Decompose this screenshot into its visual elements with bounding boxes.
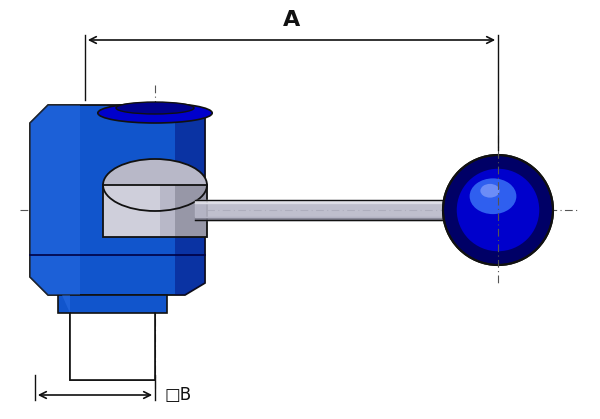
- Ellipse shape: [481, 184, 500, 198]
- Ellipse shape: [116, 102, 194, 114]
- Polygon shape: [175, 105, 205, 295]
- Polygon shape: [58, 295, 70, 313]
- Polygon shape: [58, 295, 167, 380]
- Text: A: A: [283, 10, 300, 30]
- Circle shape: [443, 155, 553, 265]
- Polygon shape: [30, 105, 80, 295]
- Text: □B: □B: [165, 386, 192, 404]
- Circle shape: [457, 169, 539, 251]
- Polygon shape: [103, 185, 207, 237]
- Ellipse shape: [470, 178, 517, 214]
- Ellipse shape: [103, 159, 207, 211]
- Polygon shape: [175, 185, 207, 237]
- Ellipse shape: [98, 103, 212, 123]
- Polygon shape: [30, 105, 205, 295]
- Polygon shape: [103, 185, 160, 237]
- Polygon shape: [70, 313, 155, 380]
